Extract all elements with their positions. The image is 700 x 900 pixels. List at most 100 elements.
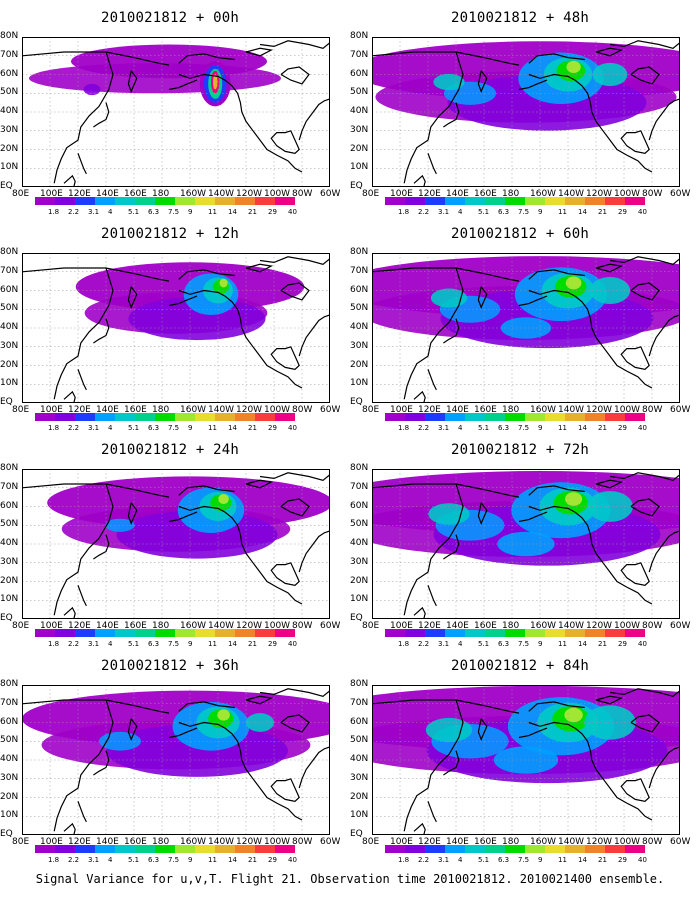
- lon-tick-label: 60W: [320, 405, 341, 415]
- lat-tick-label: 70N: [350, 481, 369, 492]
- colorbar: [35, 197, 295, 205]
- variance-map: [372, 469, 680, 619]
- colorbar-label: 7.5: [168, 208, 180, 216]
- lon-tick-label: 140W: [208, 189, 235, 199]
- colorbar-label: 5.1: [128, 208, 140, 216]
- colorbar-label: 40: [638, 208, 647, 216]
- colorbar-label: 9: [188, 424, 193, 432]
- colorbar-label: 1.8: [398, 856, 410, 864]
- colorbar-label: 40: [288, 424, 297, 432]
- lon-tick-label: 80E: [362, 837, 380, 847]
- colorbar-label: 14: [228, 856, 237, 864]
- lon-tick-label: 120W: [236, 621, 263, 631]
- colorbar-label: 5.1: [478, 856, 490, 864]
- lon-tick-label: 140W: [208, 621, 235, 631]
- lon-tick-label: 100W: [264, 621, 291, 631]
- colorbar-label: 11: [208, 424, 217, 432]
- colorbar-label: 3.1: [88, 208, 100, 216]
- lon-tick-label: 140W: [558, 621, 585, 631]
- lon-tick-label: 160W: [180, 189, 207, 199]
- map-panel-p72: 2010021812 + 72h 80N 70N 60N 50N 40N 30N 20N 10N…: [350, 436, 690, 654]
- lon-tick-label: 140E: [96, 189, 119, 199]
- lon-tick-label: 180: [152, 621, 170, 631]
- lon-tick-label: 80E: [12, 405, 30, 415]
- lon-tick-label: 160E: [474, 405, 497, 415]
- lon-tick-label: 120E: [68, 189, 91, 199]
- colorbar-label: 29: [618, 424, 627, 432]
- lon-tick-label: 100E: [390, 405, 413, 415]
- colorbar-label: 21: [598, 856, 607, 864]
- lon-tick-label: 60W: [320, 837, 341, 847]
- lat-tick-label: 50N: [350, 87, 369, 98]
- colorbar-label: 4: [458, 856, 463, 864]
- lon-tick-label: 140E: [446, 189, 469, 199]
- colorbar-label: 6.3: [148, 424, 160, 432]
- map-panel-p60: 2010021812 + 60h 80N 70N 60N 50N 40N 30N 20N 10N…: [350, 220, 690, 438]
- colorbar-label: 29: [268, 856, 277, 864]
- panel-title: 2010021812 + 12h: [100, 226, 240, 242]
- colorbar: [385, 197, 645, 205]
- colorbar-label: 14: [228, 208, 237, 216]
- lat-tick-label: 40N: [0, 322, 19, 332]
- lon-tick-label: 60W: [670, 405, 691, 415]
- colorbar-label: 2.2: [418, 640, 430, 648]
- lat-tick-label: 80N: [0, 463, 19, 473]
- colorbar-label: 11: [208, 208, 217, 216]
- lat-tick-label: 40N: [350, 106, 369, 116]
- lon-tick-label: 120E: [68, 837, 91, 847]
- colorbar-label: 1.8: [398, 424, 410, 432]
- lon-tick-label: 60W: [670, 189, 691, 199]
- colorbar-label: 21: [248, 424, 257, 432]
- lat-tick-label: 70N: [0, 265, 19, 276]
- colorbar-label: 7.5: [518, 208, 530, 216]
- lon-tick-label: 160W: [530, 405, 557, 415]
- colorbar-label: 9: [538, 640, 543, 648]
- lat-tick-label: EQ: [350, 829, 363, 839]
- lat-tick-label: 80N: [350, 463, 369, 473]
- lat-tick-label: 30N: [0, 772, 19, 783]
- map-panel-p12: 2010021812 + 12h 80N 70N 60N 50N 40N 30N 20N 10N…: [0, 220, 340, 438]
- colorbar-label: 3.1: [88, 424, 100, 432]
- lat-tick-label: 40N: [350, 538, 369, 548]
- panel-title: 2010021812 + 00h: [100, 10, 240, 26]
- lon-tick-label: 160E: [124, 837, 147, 847]
- lon-tick-label: 80E: [12, 621, 30, 631]
- lon-tick-label: 140W: [558, 405, 585, 415]
- lon-tick-label: 100W: [614, 189, 641, 199]
- colorbar-label: 2.2: [418, 856, 430, 864]
- lon-tick-label: 80E: [12, 189, 30, 199]
- lon-tick-label: 80W: [642, 621, 663, 631]
- lat-tick-label: 30N: [350, 772, 369, 783]
- lat-tick-label: EQ: [350, 613, 363, 623]
- lon-tick-label: 80W: [642, 405, 663, 415]
- colorbar-label: 9: [188, 208, 193, 216]
- colorbar-label: 5.1: [128, 640, 140, 648]
- colorbar-label: 5.1: [478, 424, 490, 432]
- colorbar-label: 1.8: [398, 208, 410, 216]
- colorbar-label: 14: [578, 640, 587, 648]
- lat-tick-label: 60N: [0, 68, 19, 79]
- colorbar-label: 2.2: [68, 424, 80, 432]
- colorbar-label: 7.5: [518, 424, 530, 432]
- colorbar-label: 4: [458, 208, 463, 216]
- colorbar-label: 4: [458, 640, 463, 648]
- lat-tick-label: 50N: [350, 519, 369, 530]
- lon-tick-label: 100W: [264, 405, 291, 415]
- lon-tick-label: 140W: [208, 837, 235, 847]
- lat-tick-label: 30N: [0, 124, 19, 135]
- colorbar-label: 29: [268, 208, 277, 216]
- lon-tick-label: 140E: [96, 621, 119, 631]
- colorbar-label: 4: [458, 424, 463, 432]
- colorbar-label: 1.8: [48, 424, 60, 432]
- lat-tick-label: 30N: [0, 556, 19, 567]
- lon-tick-label: 160W: [180, 621, 207, 631]
- colorbar-label: 11: [558, 424, 567, 432]
- lon-tick-label: 180: [502, 405, 520, 415]
- lon-tick-label: 120W: [586, 189, 613, 199]
- colorbar-label: 40: [638, 424, 647, 432]
- colorbar-label: 14: [578, 424, 587, 432]
- map-panel-p36: 2010021812 + 36h 80N 70N 60N 50N 40N 30N 20N 10N…: [0, 652, 340, 870]
- colorbar-label: 1.8: [48, 640, 60, 648]
- lon-tick-label: 180: [502, 189, 520, 199]
- lat-tick-label: 70N: [0, 49, 19, 60]
